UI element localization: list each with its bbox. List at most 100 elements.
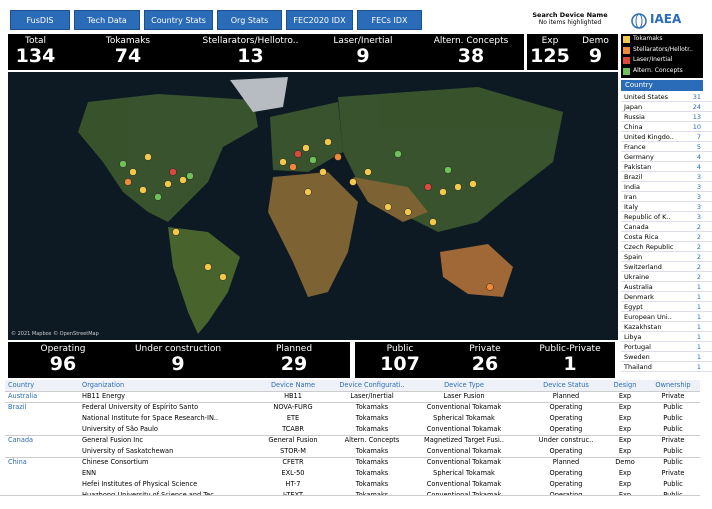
country-count: 3	[696, 203, 701, 211]
search-label[interactable]: Search Device Name	[532, 11, 608, 19]
country-count: 2	[696, 263, 701, 271]
table-cell: HT-7	[285, 480, 301, 488]
table-cell: ETE	[286, 414, 300, 422]
table-cell: Laser Fusion	[443, 392, 485, 400]
nav-button[interactable]: Org Stats	[217, 10, 282, 30]
country-cell: Canada	[8, 436, 34, 444]
country-count: 4	[696, 153, 701, 161]
table-cell: CFETR	[282, 458, 304, 466]
nav-button[interactable]: Tech Data	[74, 10, 140, 30]
country-name: Spain	[624, 253, 643, 261]
column-header: Country	[8, 381, 35, 389]
kpi-label: Public-Private	[539, 344, 601, 354]
table-cell: Private	[661, 436, 685, 444]
country-row: Brazil 3	[621, 172, 712, 182]
legend-swatch	[623, 36, 630, 43]
map: © 2021 Mapbox © OpenStreetMap	[8, 72, 618, 340]
group-divider	[5, 402, 700, 403]
table-cell: Exp	[618, 425, 632, 433]
country-row: Czech Republic 2	[621, 242, 712, 252]
country-row: United States 31	[621, 92, 712, 102]
kpi-label: Tokamaks	[105, 36, 151, 46]
table-cell: Chinese Consortium	[82, 458, 149, 466]
kpi: Operating 96	[8, 342, 118, 378]
column-header: Ownership	[655, 381, 691, 389]
country-name: Portugal	[624, 343, 651, 351]
kpi-label: Exp	[541, 36, 559, 46]
nav-button[interactable]: FECs IDX	[357, 10, 422, 30]
country-count: 1	[696, 323, 701, 331]
table-cell: Operating	[549, 447, 583, 455]
table-cell: Spherical Tokamak	[433, 414, 495, 422]
table-cell: Exp	[618, 414, 632, 422]
country-row: Italy 3	[621, 202, 712, 212]
table-cell: Public	[663, 403, 683, 411]
table-cell: Exp	[618, 447, 632, 455]
kpi-value: 9	[171, 353, 185, 375]
kpi-label: Stellarators/Hellotro..	[202, 36, 299, 46]
nav-button[interactable]: FusDIS	[10, 10, 70, 30]
group-divider	[5, 435, 700, 436]
table-cell: Conventional Tokamak	[426, 447, 502, 455]
kpi: Public-Private 1	[525, 342, 615, 378]
country-row: Portugal 1	[621, 342, 712, 352]
table-cell: Operating	[549, 425, 583, 433]
table-cell: Public	[663, 447, 683, 455]
country-count: 2	[696, 273, 701, 281]
nav-button[interactable]: Country Stats	[144, 10, 213, 30]
country-name: Kazakhstan	[624, 323, 662, 331]
kpi-label: Private	[469, 344, 501, 354]
country-count: 31	[692, 93, 701, 101]
table-cell: STOR-M	[280, 447, 306, 455]
device-table: Country Organization Device Name Device Con…	[0, 380, 700, 496]
country-name: Republic of K..	[624, 213, 671, 221]
table-cell: Private	[661, 469, 685, 477]
table-cell: NOVA-FURG	[273, 403, 313, 411]
table-cell: Operating	[549, 480, 583, 488]
kpi-value: 107	[380, 353, 420, 375]
country-count: 3	[696, 183, 701, 191]
country-list-header: Country	[621, 80, 703, 91]
country-name: Czech Republic	[624, 243, 674, 251]
country-row: Ukraine 2	[621, 272, 712, 282]
country-row: France 5	[621, 142, 712, 152]
column-header: Design	[613, 381, 637, 389]
nav-button[interactable]: FEC2020 IDX	[286, 10, 353, 30]
kpi-types: Total 134 Tokamaks 74 Stellarators/Hellotro.…	[8, 34, 524, 70]
country-count: 1	[696, 343, 701, 351]
table-cell: Public	[663, 414, 683, 422]
table-cell: HB11	[284, 392, 302, 400]
legend-swatch	[623, 57, 630, 64]
kpi-design: Exp 125 Demo 9	[527, 34, 618, 70]
kpi-value: 29	[280, 353, 308, 375]
table-cell: J-TEXT	[282, 491, 304, 496]
country-name: Germany	[624, 153, 654, 161]
table-cell: Public	[663, 425, 683, 433]
country-count: 3	[696, 193, 701, 201]
country-count: 1	[696, 293, 701, 301]
table-cell: General Fusion Inc	[82, 436, 144, 444]
country-name: Libya	[624, 333, 642, 341]
table-cell: Altern. Concepts	[344, 436, 400, 444]
table-cell: Tokamaks	[355, 491, 389, 496]
kpi-value: 125	[530, 45, 570, 67]
country-count: 13	[692, 113, 701, 121]
kpi: Tokamaks 74	[63, 34, 193, 70]
kpi: Public 107	[355, 342, 445, 378]
kpi-value: 9	[356, 45, 370, 67]
table-cell: Demo	[615, 458, 635, 466]
table-cell: Tokamaks	[355, 480, 389, 488]
table-cell: Exp	[618, 469, 632, 477]
legend-label: Stellarators/Hellotr..	[633, 45, 693, 53]
kpi-label: Under construction	[134, 344, 222, 354]
country-row: China 10	[621, 122, 712, 132]
country-name: Russia	[624, 113, 645, 121]
table-cell: Laser/Inertial	[350, 392, 394, 400]
column-header: Device Status	[543, 381, 589, 389]
country-row: Iran 3	[621, 192, 712, 202]
country-name: Egypt	[624, 303, 643, 311]
kpi-value: 74	[114, 45, 142, 67]
table-cell: Magnetized Target Fusi..	[424, 436, 504, 444]
column-header: Device Configurati..	[339, 381, 405, 389]
